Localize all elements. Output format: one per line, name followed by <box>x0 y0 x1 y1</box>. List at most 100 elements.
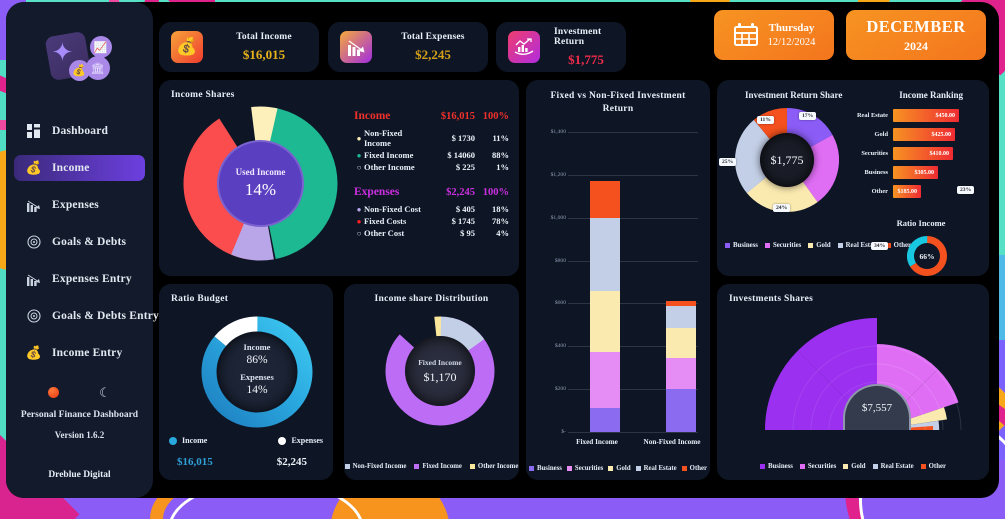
legend-item[interactable]: Gold <box>808 242 831 249</box>
legend-item[interactable]: Securities <box>764 242 801 249</box>
y-axis-tick: $200 <box>554 386 566 393</box>
legend-item[interactable]: Securities <box>566 465 604 472</box>
income-group-header: Income $16,015 100% <box>354 110 509 122</box>
row-value: $ 1730 <box>451 133 475 143</box>
kpi-card-investment-return[interactable]: Investment Return $1,775 <box>496 22 626 72</box>
kpi-label: Total Income <box>236 31 292 42</box>
legend-label: Other Income <box>477 463 519 470</box>
legend-square-icon <box>344 464 350 469</box>
sidebar-item-dashboard[interactable]: Dashboard <box>14 118 145 144</box>
sidebar-item-expenses-entry[interactable]: Expenses Entry <box>14 266 145 292</box>
ranking-bar: $185.00 <box>893 185 921 198</box>
legend-square-icon <box>885 243 891 248</box>
ranking-row[interactable]: Business $305.00 <box>849 165 981 180</box>
ratio-income-donut-chart[interactable]: 66% <box>905 234 949 278</box>
kpi-value: $16,015 <box>242 46 286 62</box>
ranking-row[interactable]: Securities $410.00 <box>849 146 981 161</box>
legend-square-icon <box>759 464 765 469</box>
sidebar-item-label: Income <box>52 162 90 174</box>
legend-item[interactable]: Other Income <box>469 463 519 470</box>
table-row: ● Non-Fixed Income $ 1730 11% <box>354 128 509 148</box>
card-title: Investments Shares <box>729 294 814 304</box>
legend-item[interactable]: Real Estate <box>872 463 914 470</box>
ranking-row[interactable]: Other $185.00 <box>849 184 981 199</box>
ratio-income-outer-label: 34% <box>871 242 889 250</box>
donut-center-hub: Income 86% Expenses 14% <box>217 332 297 412</box>
ratio-income-title: Ratio Income <box>896 218 946 228</box>
ranking-label: Gold <box>874 131 889 138</box>
income-ranking-chart[interactable]: Real Estate $450.00 Gold $425.00 Securit… <box>849 108 981 203</box>
ratio-income-section: Ratio Income 66% 34% <box>865 218 977 276</box>
income-distribution-legend: Non-Fixed Income Fixed Income Other Inco… <box>344 463 519 470</box>
finance-logo-icon: ✦ 📈 🏛 💰 <box>43 30 112 90</box>
legend-label: Non-Fixed Income <box>352 463 407 470</box>
used-income-donut-chart[interactable]: Used Income 14% <box>183 106 338 261</box>
income-distribution-donut-chart[interactable]: Fixed Income $1,170 <box>385 316 495 426</box>
legend-item[interactable]: Real Estate <box>635 465 677 472</box>
legend-square-icon <box>843 464 849 469</box>
moon-icon[interactable]: ☾ <box>99 385 111 400</box>
sidebar-item-income[interactable]: 💰 Income <box>14 155 145 181</box>
row-value: $ 14060 <box>447 150 475 160</box>
investments-shares-card: Investments Shares <box>717 284 989 480</box>
legend-label: Securities <box>574 465 604 472</box>
record-dot-icon[interactable] <box>48 387 60 398</box>
ranking-value: $305.00 <box>914 169 935 176</box>
kpi-card-total-expenses[interactable]: Total Expenses $2,245 <box>328 22 488 72</box>
ranking-value: $410.00 <box>929 150 950 157</box>
legend-item[interactable]: Business <box>528 465 562 472</box>
legend-item[interactable]: Other <box>885 242 911 249</box>
year-label: 2024 <box>904 38 928 53</box>
sidebar-item-income-entry[interactable]: 💰 Income Entry <box>14 340 145 366</box>
legend-square-icon <box>608 466 614 471</box>
legend-item[interactable]: Gold <box>843 463 866 470</box>
date-chip[interactable]: Thursday 12/12/2024 <box>714 10 834 60</box>
row-value: $ 95 <box>460 228 475 238</box>
x-axis-tick: Fixed Income <box>576 438 618 446</box>
income-shares-card: Income Shares Used Income 14% Income $16… <box>159 80 519 276</box>
ranking-label: Other <box>871 188 888 195</box>
card-title: Investment Return Share <box>745 90 843 100</box>
legend-item[interactable]: Income <box>169 436 207 445</box>
stacked-bar-chart[interactable]: $1,400 $1,200 $1,000 $800 $600 $400 $200… <box>534 129 702 435</box>
investments-shares-rose-chart[interactable]: $7,557 <box>737 306 971 432</box>
ranking-value: $450.00 <box>935 112 956 119</box>
bar-down-icon <box>26 271 42 287</box>
sidebar-item-expenses[interactable]: Expenses <box>14 192 145 218</box>
legend-item[interactable]: Other <box>681 465 707 472</box>
money-bag-icon: 💰 <box>25 345 43 360</box>
legend-item[interactable]: Real Estate <box>837 242 879 249</box>
kpi-card-total-income[interactable]: 💰 Total Income $16,015 <box>159 22 319 72</box>
legend-item[interactable]: Other <box>920 463 946 470</box>
legend-square-icon <box>872 464 878 469</box>
legend-square-icon <box>920 464 926 469</box>
legend-bullet-icon: ● <box>356 216 362 226</box>
investment-return-donut-chart[interactable]: $1,775 17% 25% 24% 11% <box>719 107 839 212</box>
target-icon <box>26 308 42 324</box>
sidebar-item-goals-debts-entry[interactable]: Goals & Debts Entry <box>14 303 159 329</box>
legend-item[interactable]: Fixed Income <box>414 463 462 470</box>
legend-item[interactable]: Gold <box>608 465 631 472</box>
sidebar-item-goals-debts[interactable]: Goals & Debts <box>14 229 145 255</box>
legend-square-icon <box>469 464 475 469</box>
income-shares-table: Income $16,015 100% ● Non-Fixed Income $… <box>354 110 509 240</box>
bar-column-nonfixed-income[interactable] <box>666 301 696 432</box>
ranking-row[interactable]: Gold $425.00 <box>849 127 981 142</box>
legend-item[interactable]: Non-Fixed Income <box>344 463 407 470</box>
month-chip[interactable]: DECEMBER 2024 <box>846 10 986 60</box>
legend-square-icon <box>635 466 641 471</box>
income-ranking-title: Income Ranking <box>899 90 963 100</box>
legend-item[interactable]: Business <box>725 242 758 249</box>
y-axis-tick: $- <box>561 429 566 435</box>
legend-item[interactable]: Expenses <box>278 436 323 445</box>
legend-item[interactable]: Securities <box>799 463 836 470</box>
bar-column-fixed-income[interactable] <box>590 181 620 432</box>
used-income-label: Used Income <box>235 167 286 177</box>
sidebar-item-label: Goals & Debts Entry <box>52 310 159 322</box>
ratio-budget-donut-chart[interactable]: Income 86% Expenses 14% <box>201 316 313 428</box>
growth-chart-icon <box>508 31 540 63</box>
legend-item[interactable]: Business <box>759 463 793 470</box>
expenses-group-name: Expenses <box>354 186 400 198</box>
center-value: $1,170 <box>423 369 457 384</box>
ranking-row[interactable]: Real Estate $450.00 <box>849 108 981 123</box>
